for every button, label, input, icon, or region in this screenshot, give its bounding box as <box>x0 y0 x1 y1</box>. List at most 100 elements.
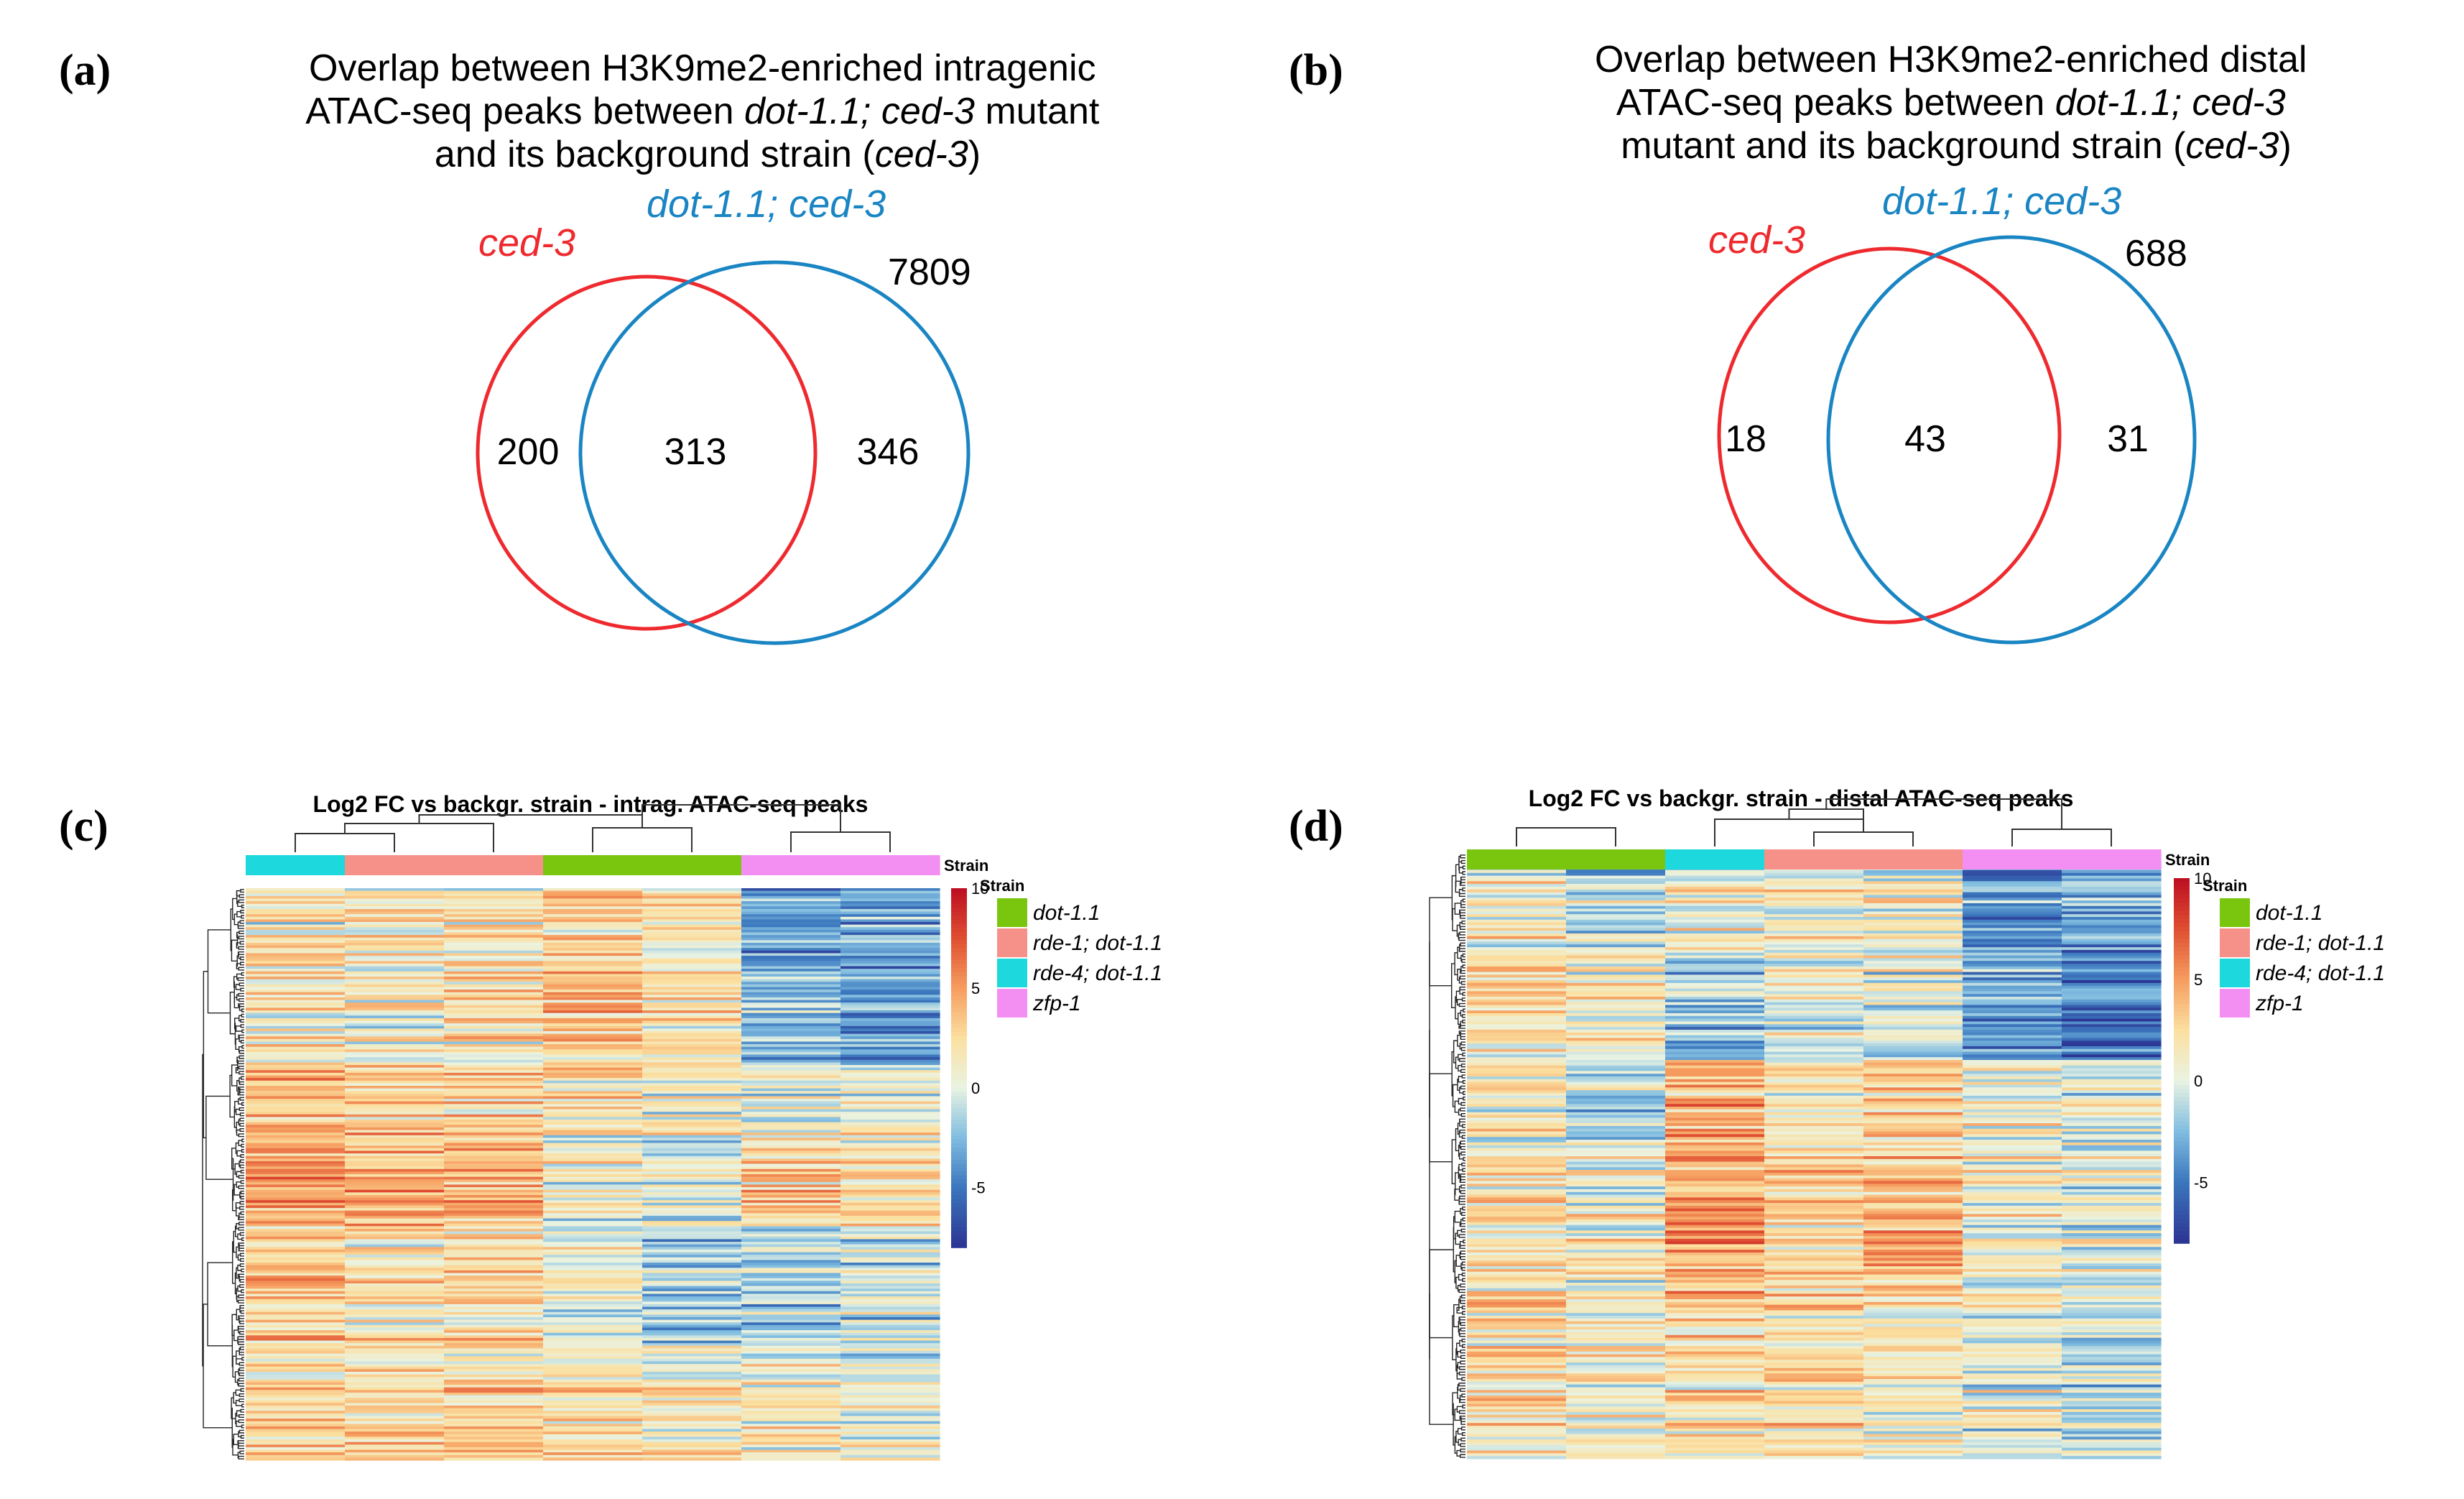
heatmap-cell <box>1963 1081 2062 1086</box>
heatmap-cell <box>543 1171 643 1175</box>
heatmap-cell <box>444 1304 544 1308</box>
heatmap-cell <box>840 1194 940 1199</box>
heatmap-cell <box>345 1174 445 1178</box>
heatmap-cell <box>741 1114 841 1117</box>
heatmap-cell <box>246 922 346 926</box>
heatmap-cell <box>840 1358 940 1362</box>
heatmap-cell <box>543 893 643 897</box>
row-dendrogram-branch <box>231 1158 234 1201</box>
heatmap-cell <box>741 945 841 949</box>
heatmap-cell <box>1467 1043 1567 1047</box>
colorbar-step <box>2174 1133 2190 1139</box>
heatmap-cell <box>2062 1046 2162 1050</box>
heatmap-cell <box>2062 1140 2162 1143</box>
heatmap-cell <box>543 1332 643 1336</box>
heatmap-cell <box>1467 1307 1567 1311</box>
heatmap-cell <box>642 995 742 998</box>
colorbar-step <box>951 904 967 909</box>
heatmap-cell <box>1566 1280 1666 1283</box>
heatmap-cell <box>246 1257 346 1260</box>
heatmap-cell <box>642 1091 742 1094</box>
row-dendrogram-branch <box>1462 1344 1465 1348</box>
heatmap-cell <box>642 948 742 951</box>
row-dendrogram-branch <box>238 894 244 898</box>
row-dendrogram-branch <box>238 1087 241 1094</box>
heatmap-cell <box>1467 985 1567 990</box>
heatmap-cell <box>2062 1340 2162 1344</box>
heatmap-cell <box>246 1369 346 1373</box>
heatmap-cell <box>345 961 445 964</box>
heatmap-cell <box>246 1133 346 1136</box>
heatmap-cell <box>345 1332 445 1336</box>
heatmap-cell <box>1467 1426 1567 1429</box>
row-dendrogram-branch <box>237 1379 239 1385</box>
heatmap-cell <box>1764 980 1864 984</box>
heatmap-cell <box>246 1038 346 1043</box>
heatmap-cell <box>1665 1235 1765 1240</box>
row-dendrogram-branch <box>239 1206 244 1210</box>
heatmap-cell <box>1665 1071 1765 1074</box>
heatmap-cell <box>1963 1046 2062 1050</box>
heatmap-cell <box>840 1317 940 1321</box>
heatmap-cell <box>642 1332 742 1336</box>
colorbar-tick-label: 10 <box>2194 870 2211 887</box>
panel-d-label: (d) <box>1289 802 1343 851</box>
heatmap-cell <box>444 911 544 915</box>
heatmap-cell <box>741 1283 841 1287</box>
heatmap-cell <box>741 1431 841 1435</box>
heatmap-cell <box>2062 1436 2162 1440</box>
row-dendrogram-branch <box>241 1289 244 1293</box>
heatmap-cell <box>741 890 841 894</box>
row-dendrogram-branch <box>239 1278 244 1283</box>
heatmap-cell <box>345 1421 445 1424</box>
heatmap-cell <box>246 963 346 967</box>
heatmap-cell <box>840 945 940 949</box>
heatmap-cell <box>1566 982 1666 987</box>
heatmap-cell <box>2062 1161 2162 1166</box>
heatmap-cell <box>1963 1324 2062 1327</box>
colorbar-step <box>2174 1044 2190 1049</box>
heatmap-cell <box>840 1395 940 1398</box>
heatmap-cell <box>2062 1087 2162 1091</box>
heatmap-cell <box>345 1088 445 1092</box>
heatmap-cell <box>543 1252 643 1255</box>
heatmap-cell <box>1863 1046 1963 1050</box>
heatmap-cell <box>642 1163 742 1167</box>
row-dendrogram-branch <box>1462 1168 1465 1172</box>
colorbar-step <box>951 920 967 925</box>
heatmap-cell <box>1863 1101 1963 1104</box>
heatmap-cell <box>543 1051 643 1056</box>
heatmap-cell <box>543 1374 643 1378</box>
heatmap-cell <box>1665 1315 1765 1319</box>
heatmap-cell <box>2062 985 2162 990</box>
heatmap-cell <box>444 1457 544 1461</box>
heatmap-cell <box>345 1109 445 1112</box>
heatmap-cell <box>543 956 643 959</box>
row-dendrogram-branch <box>240 910 244 914</box>
heatmap-cell <box>1467 1313 1567 1316</box>
heatmap-cell <box>1863 1120 1963 1124</box>
heatmap-cell <box>246 948 346 951</box>
heatmap-cell <box>741 1067 841 1071</box>
heatmap-cell <box>543 1072 643 1076</box>
heatmap-cell <box>543 940 643 944</box>
heatmap-cell <box>1665 1137 1765 1140</box>
heatmap-cell <box>741 1291 841 1295</box>
heatmap-cell <box>246 966 346 969</box>
heatmap-cell <box>246 1099 346 1102</box>
heatmap-cell <box>543 953 643 956</box>
heatmap-cell <box>840 1184 940 1188</box>
heatmap-cell <box>1764 1109 1864 1113</box>
colorbar-step <box>2174 1141 2190 1147</box>
heatmap-cell <box>741 1080 841 1084</box>
heatmap-cell <box>246 924 346 928</box>
heatmap-cell <box>444 1379 544 1383</box>
heatmap-cell <box>246 929 346 933</box>
heatmap-cell <box>444 942 544 946</box>
heatmap-cell <box>1963 1271 2062 1276</box>
heatmap-cell <box>1467 1115 1567 1119</box>
heatmap-cell <box>1863 1068 1963 1071</box>
heatmap-cell <box>246 1013 346 1016</box>
heatmap-cell <box>840 1168 940 1172</box>
row-dendrogram-branch <box>239 1320 244 1324</box>
